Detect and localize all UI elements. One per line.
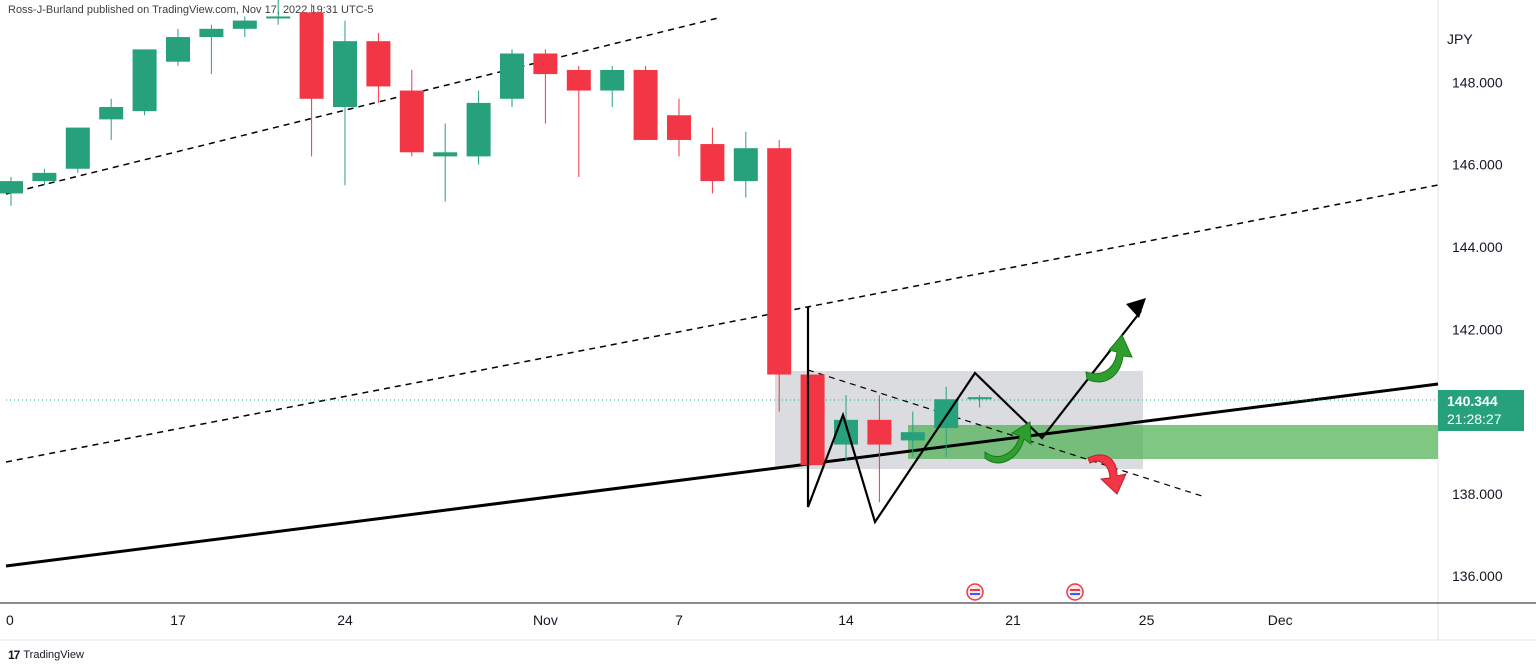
- candle-down: [299, 12, 324, 99]
- footer-brand: TradingView: [23, 649, 84, 661]
- candle-down: [767, 148, 792, 375]
- bar-countdown: 21:28:27: [1447, 411, 1502, 427]
- tradingview-footer[interactable]: 17 TradingView: [8, 648, 84, 662]
- candle-down: [366, 41, 391, 87]
- green-curved-arrow-small: [984, 421, 1032, 464]
- price-tick-label: 144.000: [1452, 239, 1503, 255]
- tradingview-logo-icon: 17: [8, 648, 20, 662]
- us-event-flag-icon[interactable]: [966, 583, 984, 601]
- candle-down: [800, 374, 825, 466]
- time-tick-label: 25: [1139, 612, 1155, 628]
- time-axis[interactable]: 0 17 24 Nov 7 14 21 25 Dec: [6, 612, 1293, 628]
- candle-up: [232, 20, 257, 29]
- candle-down: [667, 115, 691, 140]
- candle-up: [32, 172, 57, 182]
- candle-up: [65, 127, 90, 169]
- candle-up: [166, 37, 190, 62]
- time-tick-label: 21: [1005, 612, 1021, 628]
- candle-up: [132, 49, 157, 112]
- time-tick-label: Nov: [533, 612, 558, 628]
- candle-up: [199, 28, 224, 38]
- current-price-badge: 140.344 21:28:27: [1438, 390, 1524, 431]
- candle-up: [466, 102, 491, 157]
- candle-up: [433, 152, 458, 157]
- candle-up: [967, 397, 992, 400]
- inner-descending-line: [807, 369, 1206, 498]
- candlestick-series: [0, 0, 992, 503]
- price-axis[interactable]: 148.000 146.000 144.000 142.000 138.000 136.0…: [1452, 74, 1503, 584]
- currency-label: JPY: [1447, 31, 1473, 47]
- support-zone: [908, 425, 1438, 459]
- time-tick-label: 14: [838, 612, 854, 628]
- price-tick-label: 138.000: [1452, 486, 1503, 502]
- candle-up: [500, 53, 524, 99]
- lower-channel-line: [5, 184, 1439, 463]
- time-tick-label: 7: [675, 612, 683, 628]
- candle-up: [733, 148, 758, 182]
- candle-up: [900, 432, 925, 441]
- time-tick-label: 0: [6, 612, 14, 628]
- price-tick-label: 146.000: [1452, 157, 1503, 173]
- projection-arrowhead: [1126, 298, 1146, 318]
- time-tick-label: Dec: [1268, 612, 1293, 628]
- price-tick-label: 142.000: [1452, 321, 1503, 337]
- candle-up: [99, 107, 124, 120]
- candle-down: [533, 53, 558, 75]
- publisher-caption: Ross-J-Burland published on TradingView.…: [8, 4, 374, 16]
- candle-up: [333, 41, 357, 108]
- candle-up: [600, 69, 625, 91]
- current-price-value: 140.344: [1447, 393, 1498, 409]
- price-tick-label: 136.000: [1452, 568, 1503, 584]
- us-event-flag-icon[interactable]: [1066, 583, 1084, 601]
- candle-down: [399, 90, 424, 153]
- red-curved-arrow-down: [1087, 454, 1127, 495]
- projection-zigzag: [806, 307, 1142, 525]
- candle-up: [0, 181, 23, 194]
- upper-channel-line: [5, 17, 719, 195]
- candle-down: [700, 144, 725, 182]
- rising-trendline: [5, 382, 1439, 568]
- green-curved-arrow-up: [1085, 334, 1133, 383]
- time-tick-label: 24: [337, 612, 353, 628]
- candle-down: [566, 69, 591, 91]
- candle-down: [867, 419, 892, 445]
- price-tick-label: 148.000: [1452, 74, 1503, 90]
- candle-down: [633, 69, 658, 140]
- candle-up: [266, 16, 291, 19]
- time-tick-label: 17: [170, 612, 186, 628]
